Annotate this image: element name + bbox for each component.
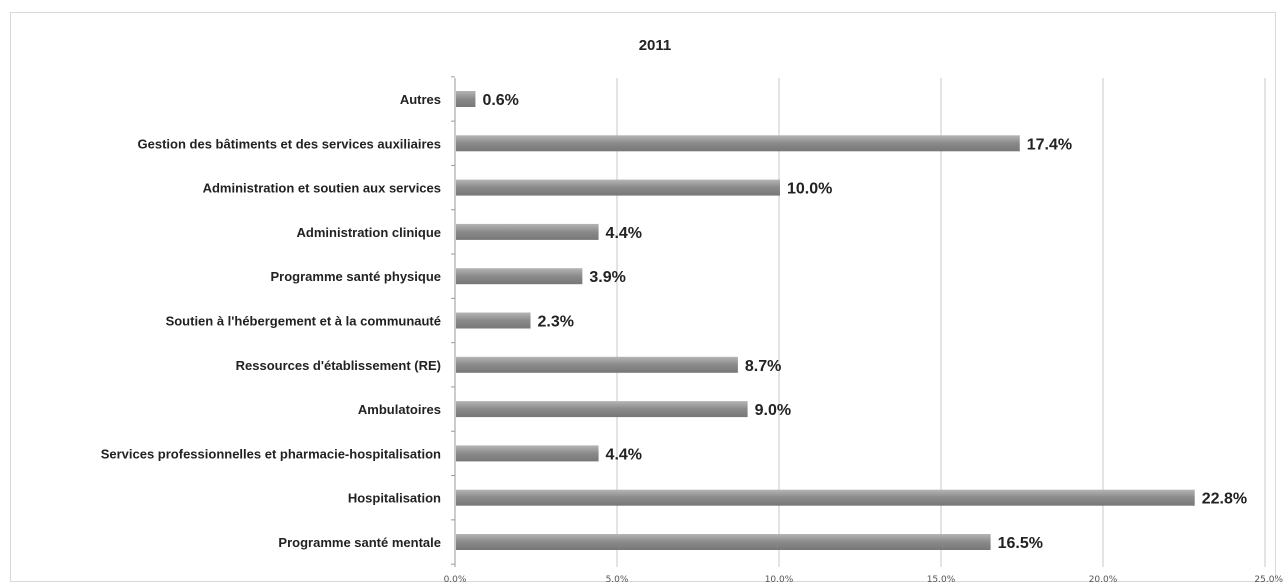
data-label: 0.6% — [482, 92, 518, 109]
data-label: 8.7% — [745, 358, 781, 375]
category-label: Hospitalisation — [348, 491, 441, 506]
category-label: Services professionnelles et pharmacie-h… — [101, 446, 441, 461]
x-tick-label: 25.0% — [1254, 575, 1283, 585]
data-label: 2.3% — [538, 314, 574, 331]
y-axis — [451, 76, 456, 567]
x-tick-label: 15.0% — [927, 575, 956, 585]
data-label: 4.4% — [606, 225, 642, 242]
bar — [456, 489, 1195, 506]
bar — [456, 179, 780, 196]
category-label: Gestion des bâtiments et des services au… — [138, 136, 441, 151]
bar — [456, 91, 476, 107]
category-label: Ambulatoires — [358, 402, 441, 417]
value-labels: 0.6% 17.4% 10.0% 4.4% 3.9% 2.3% 8.7% 9.0% 4.4% 22… — [482, 92, 1247, 552]
data-label: 3.9% — [589, 269, 625, 286]
category-label: Ressources d'établissement (RE) — [236, 358, 441, 373]
chart-frame — [10, 12, 1276, 582]
x-tick-label: 0.0% — [444, 575, 467, 585]
x-tick-label: 10.0% — [765, 575, 794, 585]
x-tick-label: 5.0% — [606, 575, 629, 585]
data-label: 9.0% — [755, 402, 791, 419]
x-tick-label: 20.0% — [1089, 575, 1118, 585]
bar — [456, 223, 599, 240]
x-tick-labels: 0.0% 5.0% 10.0% 15.0% 20.0% 25.0% — [444, 575, 1284, 585]
bar — [456, 135, 1020, 152]
gridlines — [616, 78, 1266, 567]
data-label: 17.4% — [1027, 136, 1072, 153]
category-labels: Autres Gestion des bâtiments et des servi… — [101, 92, 441, 550]
bar — [456, 445, 599, 462]
bar — [456, 312, 531, 329]
data-label: 22.8% — [1202, 491, 1247, 508]
category-label: Soutien à l'hébergement et à la communau… — [166, 314, 441, 329]
category-label: Autres — [400, 92, 441, 107]
category-label: Administration et soutien aux services — [203, 181, 441, 196]
category-label: Programme santé physique — [271, 269, 442, 284]
category-label: Administration clinique — [297, 225, 441, 240]
bars — [456, 91, 1195, 550]
data-label: 10.0% — [787, 181, 832, 198]
data-label: 4.4% — [606, 446, 642, 463]
bar — [456, 534, 991, 550]
category-label: Programme santé mentale — [278, 535, 441, 550]
chart-title: 2011 — [639, 37, 672, 54]
bar — [456, 356, 738, 373]
data-label: 16.5% — [998, 535, 1043, 552]
bar — [456, 401, 748, 418]
bar — [456, 268, 583, 285]
